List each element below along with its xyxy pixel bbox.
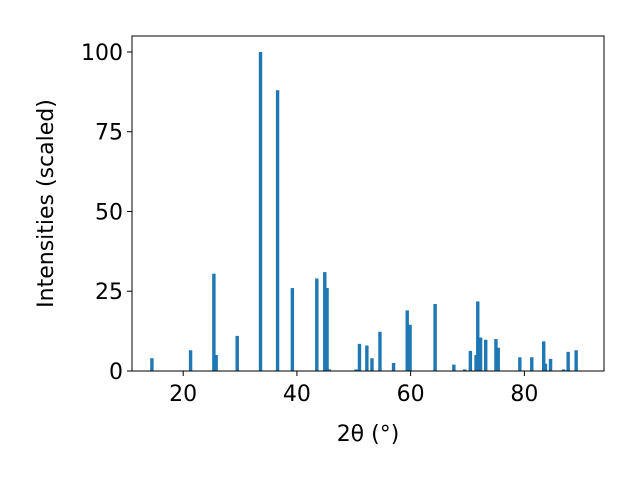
bar (327, 369, 332, 371)
bar (275, 90, 280, 372)
bar (474, 355, 478, 371)
x-tick-label: 40 (283, 382, 311, 407)
bar (188, 350, 193, 371)
bar (212, 273, 216, 371)
bar (548, 358, 553, 371)
bar (357, 343, 362, 371)
bar (518, 357, 522, 371)
x-tick-label: 80 (510, 382, 538, 407)
bar (378, 331, 382, 371)
plot-frame (131, 35, 605, 372)
bar (530, 357, 534, 371)
bar (542, 341, 546, 371)
y-tick-label: 75 (95, 121, 123, 146)
bar (574, 350, 578, 371)
bar (405, 310, 409, 371)
bar (365, 345, 369, 371)
bar (452, 364, 456, 371)
y-tick-label: 50 (95, 200, 123, 225)
bar (543, 363, 548, 371)
bars-group (150, 51, 578, 372)
x-axis: 20 40 60 80 (169, 371, 538, 407)
bar (235, 335, 239, 371)
bar (468, 350, 473, 371)
x-tick-label: 60 (397, 382, 425, 407)
x-tick-label: 20 (169, 382, 197, 407)
bar (290, 288, 295, 371)
bar (354, 369, 358, 371)
bar (150, 358, 154, 371)
bar (408, 324, 412, 371)
bar (323, 272, 327, 371)
bar (391, 363, 396, 371)
bar (214, 355, 218, 371)
bar (433, 304, 437, 371)
bar (494, 339, 498, 371)
y-tick-label: 100 (81, 41, 123, 66)
bar (315, 278, 319, 371)
y-axis-label: Intensities (scaled) (34, 99, 59, 308)
bar (462, 369, 467, 371)
y-tick-label: 25 (95, 280, 123, 305)
bar (561, 369, 566, 371)
y-tick-label: 0 (109, 360, 123, 385)
y-axis: 0 25 50 75 100 (81, 41, 132, 385)
bar (478, 337, 483, 371)
bar (476, 301, 480, 371)
x-axis-label: 2θ (°) (337, 422, 400, 447)
bar (566, 351, 570, 371)
bar (496, 347, 500, 371)
bar (370, 358, 374, 371)
bar (325, 288, 329, 371)
bar (258, 51, 263, 371)
bar (484, 339, 488, 371)
